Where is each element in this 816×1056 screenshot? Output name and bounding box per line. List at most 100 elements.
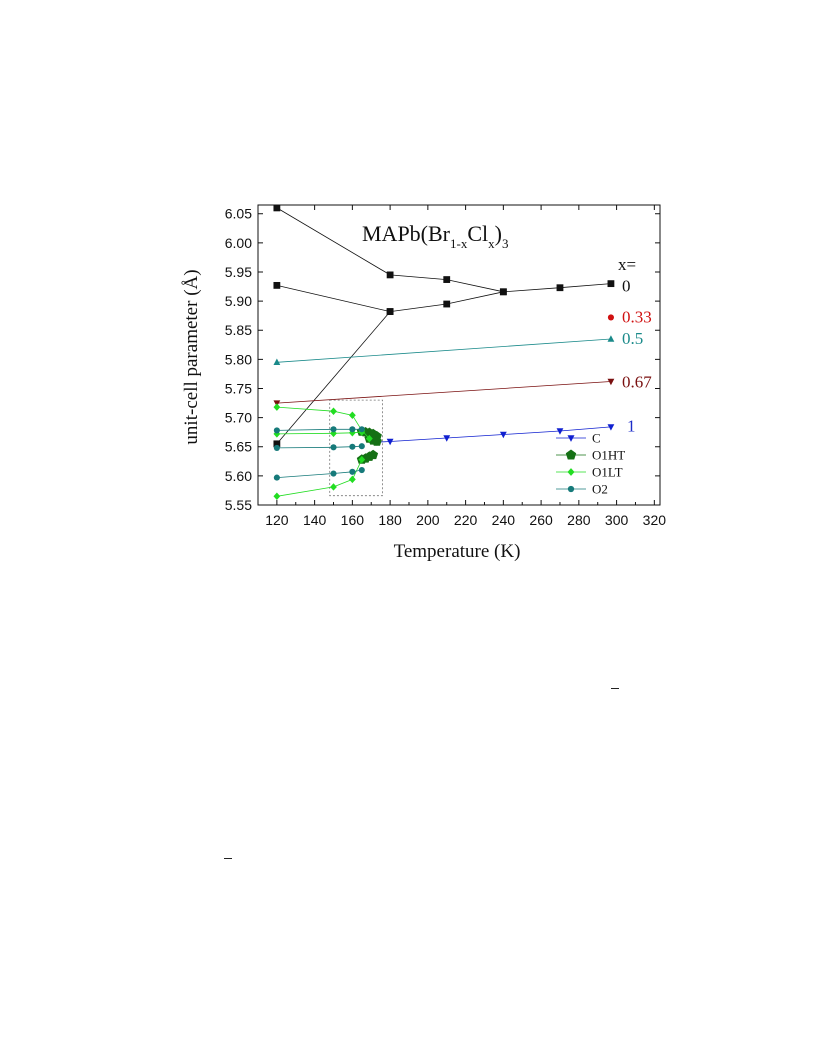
x-tick-label: 280 [567, 512, 591, 528]
data-point [358, 443, 365, 450]
x-tick-label: 180 [378, 512, 402, 528]
data-point [499, 431, 507, 439]
stray-dash-mark [611, 688, 619, 689]
data-point [371, 436, 382, 446]
legend-marker [567, 468, 575, 476]
composition-label: 0.67 [622, 373, 652, 392]
title-sub-3: 3 [502, 236, 509, 251]
y-tick-label: 6.05 [225, 206, 252, 222]
data-point [386, 308, 394, 316]
y-axis-title: unit-cell parameter (Å) [181, 269, 202, 444]
y-tick-label: 5.85 [225, 322, 252, 338]
legend-item: C [556, 431, 601, 446]
legend-label: O1LT [592, 465, 623, 480]
data-point [348, 411, 356, 420]
y-tick-label: 5.95 [225, 264, 252, 280]
data-point [273, 281, 281, 289]
data-point [349, 443, 356, 450]
data-point [273, 204, 281, 212]
y-tick-label: 5.80 [225, 351, 252, 367]
data-point [273, 444, 280, 451]
legend-label: O1HT [592, 448, 625, 463]
data-point [273, 403, 281, 411]
series-x-0 [273, 204, 615, 448]
x-tick-label: 260 [529, 512, 553, 528]
x-axis-ticks: 120 140 160 180 200 220 240 260 280 300 320 [265, 205, 666, 528]
data-point [443, 276, 451, 283]
data-point [443, 300, 451, 308]
data-point [330, 483, 337, 491]
data-point [607, 280, 615, 288]
composition-label: 0.5 [622, 329, 643, 348]
title-sub-1x: 1-x [450, 236, 468, 251]
legend-item: O2 [556, 482, 608, 497]
series-line [276, 428, 362, 431]
legend-label: C [592, 431, 601, 446]
series-x-0.5 [273, 335, 615, 366]
data-point [349, 426, 356, 433]
chart-title: MAPb(Br1-xClx)3 [362, 221, 508, 251]
series-O1LT [273, 403, 373, 501]
composition-label: 0 [622, 277, 631, 296]
series-x-0.33 [607, 314, 614, 321]
data-point [443, 435, 451, 442]
inset-dashed-box [329, 399, 383, 497]
data-point [358, 426, 365, 433]
data-point [273, 427, 280, 434]
data-point [358, 466, 365, 474]
series-line [276, 381, 611, 404]
data-point [349, 468, 356, 475]
title-part-main: MAPb(Br [362, 221, 451, 246]
data-point [330, 407, 337, 415]
composition-labels: 0 0.33 0.5 0.67 1 [622, 277, 652, 436]
y-tick-label: 5.65 [225, 439, 252, 455]
composition-label: 1 [627, 416, 636, 435]
series-O2 [273, 426, 365, 481]
y-tick-label: 5.90 [225, 293, 252, 309]
x-tick-label: 240 [492, 512, 516, 528]
series-line [276, 469, 362, 478]
series-line [276, 311, 391, 445]
data-point [358, 455, 366, 464]
x-axis-title: Temperature (K) [394, 541, 521, 562]
data-series [273, 204, 615, 501]
data-point [607, 424, 615, 431]
y-tick-label: 5.55 [225, 497, 252, 513]
composition-label: 0.33 [622, 307, 652, 326]
data-point [607, 314, 614, 321]
legend-label: O2 [592, 482, 608, 497]
series-line [276, 283, 611, 313]
data-point [273, 440, 281, 448]
y-tick-label: 5.60 [225, 468, 252, 484]
data-point [273, 358, 281, 366]
data-point [607, 335, 615, 342]
y-tick-label: 6.00 [225, 235, 252, 251]
data-point [348, 475, 356, 484]
data-point [330, 444, 337, 451]
x-tick-label: 140 [303, 512, 327, 528]
x-tick-label: 300 [605, 512, 629, 528]
y-tick-label: 5.75 [225, 380, 252, 396]
series-line [376, 426, 611, 443]
legend-marker [567, 435, 575, 442]
legend-item: O1LT [556, 465, 623, 480]
data-point [556, 428, 564, 435]
title-sub-x: x [488, 236, 495, 251]
series-line [276, 338, 611, 363]
plot-frame [257, 204, 661, 506]
series-line [276, 207, 504, 293]
axes [257, 204, 661, 506]
data-point [386, 438, 394, 446]
x-tick-label: 160 [341, 512, 365, 528]
x-tick-label: 220 [454, 512, 478, 528]
title-part-close: ) [495, 221, 502, 246]
data-point [273, 474, 280, 481]
data-point [273, 492, 281, 501]
y-axis-ticks: 5.55 5.60 5.65 5.70 5.75 5.80 5.85 5.90 5.95 6.00… [225, 206, 660, 513]
title-part-cl: Cl [467, 221, 488, 246]
series-x-0.67 [273, 378, 615, 407]
stray-dash-mark [224, 858, 232, 859]
data-point [330, 426, 337, 433]
x-tick-label: 120 [265, 512, 289, 528]
